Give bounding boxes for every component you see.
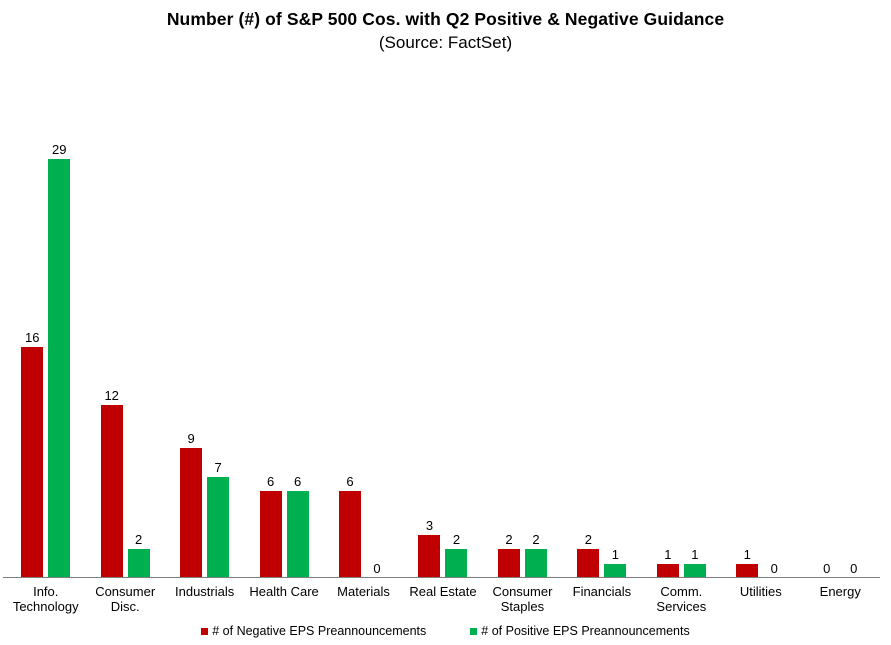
positive-bar: 1: [604, 546, 627, 578]
category-label: Utilities: [739, 584, 782, 599]
value-label: 2: [584, 532, 592, 548]
positive-bar-rect: [683, 563, 706, 578]
value-label: 1: [664, 546, 672, 562]
negative-bar-rect: [736, 563, 759, 578]
positive-bar-rect: [604, 563, 627, 578]
positive-bar: 0: [366, 561, 388, 578]
value-label: 16: [24, 329, 40, 345]
positive-bar-rect: [127, 549, 150, 578]
positive-bar-rect: [207, 476, 230, 578]
value-label: 0: [373, 561, 381, 576]
positive-bar-rect: [48, 158, 71, 578]
category-label: Real Estate: [409, 584, 477, 599]
category-label: Consumer Staples: [492, 584, 553, 614]
value-label: 1: [691, 546, 699, 562]
legend: # of Negative EPS Preannouncements # of P…: [0, 624, 891, 638]
bar-group: 16 29: [6, 118, 85, 578]
category-label: Financials: [572, 584, 632, 599]
positive-bar: 7: [207, 459, 230, 578]
legend-label: # of Negative EPS Preannouncements: [212, 624, 427, 638]
positive-bar-rect: [524, 549, 547, 578]
negative-bar: 2: [497, 532, 520, 578]
value-label: 2: [505, 532, 513, 548]
negative-bar: 2: [577, 532, 600, 578]
value-label: 6: [293, 474, 302, 490]
value-label: 1: [611, 546, 619, 562]
positive-bar: 2: [445, 532, 468, 578]
category-label: Industrials: [175, 584, 235, 599]
positive-bar: 2: [127, 532, 150, 578]
negative-bar-rect: [100, 404, 123, 578]
negative-bar: 9: [180, 430, 203, 578]
value-label: 0: [823, 561, 831, 576]
negative-bar-rect: [418, 534, 441, 578]
negative-bar-rect: [339, 491, 362, 578]
category-label: Consumer Disc.: [95, 584, 156, 614]
bar-group: 12 2: [85, 118, 164, 578]
positive-bar: 2: [524, 532, 547, 578]
value-label: 6: [266, 474, 275, 490]
positive-bar: 29: [48, 141, 71, 578]
value-label: 9: [187, 430, 195, 446]
legend-item: # of Positive EPS Preannouncements: [470, 624, 690, 638]
positive-bar: 1: [683, 546, 706, 578]
legend-item: # of Negative EPS Preannouncements: [201, 624, 426, 638]
value-label: 2: [532, 532, 540, 548]
value-label: 2: [135, 532, 143, 548]
negative-bar: 6: [259, 474, 282, 578]
negative-bar-rect: [21, 346, 44, 578]
chart-subtitle: (Source: FactSet): [378, 33, 513, 52]
category-label: Health Care: [249, 584, 319, 599]
value-label: 7: [214, 459, 222, 475]
positive-bar: 0: [843, 561, 865, 578]
chart-title: Number (#) of S&P 500 Cos. with Q2 Posit…: [166, 9, 725, 29]
value-label: 0: [850, 561, 858, 576]
negative-bar: 16: [21, 329, 44, 578]
negative-bar: 12: [100, 387, 123, 578]
plot-area: 16 29 12 2 9 7 6 6 6 0 3 2 2 2 2 1 1 1 1 0 0 0: [6, 118, 880, 578]
value-label: 2: [452, 532, 461, 548]
negative-bar-rect: [656, 563, 679, 578]
legend-swatch-icon: [201, 627, 209, 635]
category-label: Materials: [337, 584, 390, 599]
negative-bar: 1: [736, 546, 759, 578]
value-label: 3: [425, 517, 434, 533]
positive-bar-rect: [445, 549, 468, 578]
x-axis-line: [3, 577, 880, 578]
legend-label: # of Positive EPS Preannouncements: [481, 624, 690, 638]
value-label: 29: [51, 141, 67, 157]
category-label: Energy: [819, 584, 861, 599]
negative-bar-rect: [497, 549, 520, 578]
positive-bar: 6: [286, 474, 309, 578]
negative-bar-rect: [577, 549, 600, 578]
category-axis: Info. Technology Consumer Disc. Industrial…: [6, 584, 880, 614]
negative-bar-rect: [259, 491, 282, 578]
legend-swatch-icon: [470, 627, 478, 635]
value-label: 6: [346, 474, 354, 490]
negative-bar: 3: [418, 517, 441, 578]
positive-bar: 0: [763, 561, 785, 578]
negative-bar-rect: [180, 447, 203, 578]
positive-bar-rect: [286, 491, 309, 578]
negative-bar: 1: [656, 546, 679, 578]
category-label: Info. Technology: [12, 584, 79, 614]
value-label: 12: [104, 387, 119, 403]
category-label: Comm. Services: [656, 584, 707, 614]
value-label: 0: [770, 561, 778, 576]
negative-bar: 6: [339, 474, 362, 578]
value-label: 1: [743, 546, 751, 562]
negative-bar: 0: [816, 561, 838, 578]
